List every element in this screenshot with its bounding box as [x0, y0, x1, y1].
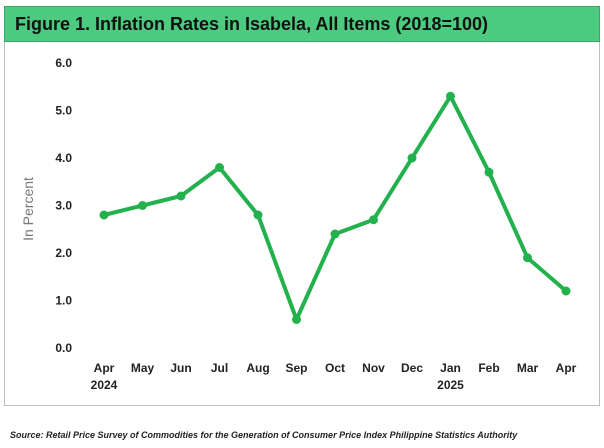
x-tick-label: Mar [517, 361, 539, 375]
data-point [407, 153, 417, 163]
data-point [99, 210, 109, 220]
x-tick-label: Nov [362, 361, 385, 375]
x-tick-label: Dec [401, 361, 423, 375]
data-point [561, 286, 571, 296]
x-tick-label: Feb [478, 361, 499, 375]
x-tick-label: May [131, 361, 155, 375]
x-tick-label: Aug [246, 361, 269, 375]
series-line [102, 94, 568, 322]
y-axis-title: In Percent [20, 177, 36, 241]
data-point [215, 163, 224, 172]
data-point [330, 229, 340, 239]
title-bar: Figure 1. Inflation Rates in Isabela, Al… [4, 6, 600, 42]
data-point [292, 315, 301, 324]
data-point [484, 167, 494, 177]
data-point [138, 201, 147, 210]
y-tick-label: 3.0 [55, 199, 72, 213]
y-tick-label: 6.0 [55, 56, 72, 70]
y-tick-label: 2.0 [55, 246, 72, 260]
x-tick-label: Jul [211, 361, 228, 375]
x-year-label: 2025 [437, 378, 464, 392]
x-tick-label: Apr [556, 361, 577, 375]
data-point [523, 253, 532, 263]
data-point [446, 91, 455, 101]
y-tick-label: 1.0 [55, 294, 72, 308]
x-year-label: 2024 [91, 378, 118, 392]
y-tick-label: 5.0 [55, 104, 72, 118]
chart-frame [4, 42, 600, 406]
data-point [253, 210, 263, 220]
x-tick-label: Oct [325, 361, 345, 375]
x-axis-ticks: Apr 2024 May Jun Jul Aug Sep Oct Nov Dec Jan 2025 Fe… [91, 361, 577, 392]
y-tick-label: 0.0 [55, 341, 72, 355]
series-points [99, 91, 571, 324]
x-tick-label: Jun [170, 361, 191, 375]
data-point [369, 215, 378, 225]
source-note: Source: Retail Price Survey of Commoditi… [10, 430, 518, 440]
x-tick-label: Apr [94, 361, 115, 375]
y-axis-ticks: 0.0 1.0 2.0 3.0 4.0 5.0 6.0 [55, 56, 72, 355]
x-tick-label: Jan [440, 361, 461, 375]
line-chart: 0.0 1.0 2.0 3.0 4.0 5.0 6.0 Apr 2024 May Jun Jul Au… [20, 56, 577, 392]
data-point [176, 191, 186, 201]
chart-title: Figure 1. Inflation Rates in Isabela, Al… [15, 14, 489, 34]
y-tick-label: 4.0 [55, 151, 72, 165]
x-tick-label: Sep [285, 361, 307, 375]
